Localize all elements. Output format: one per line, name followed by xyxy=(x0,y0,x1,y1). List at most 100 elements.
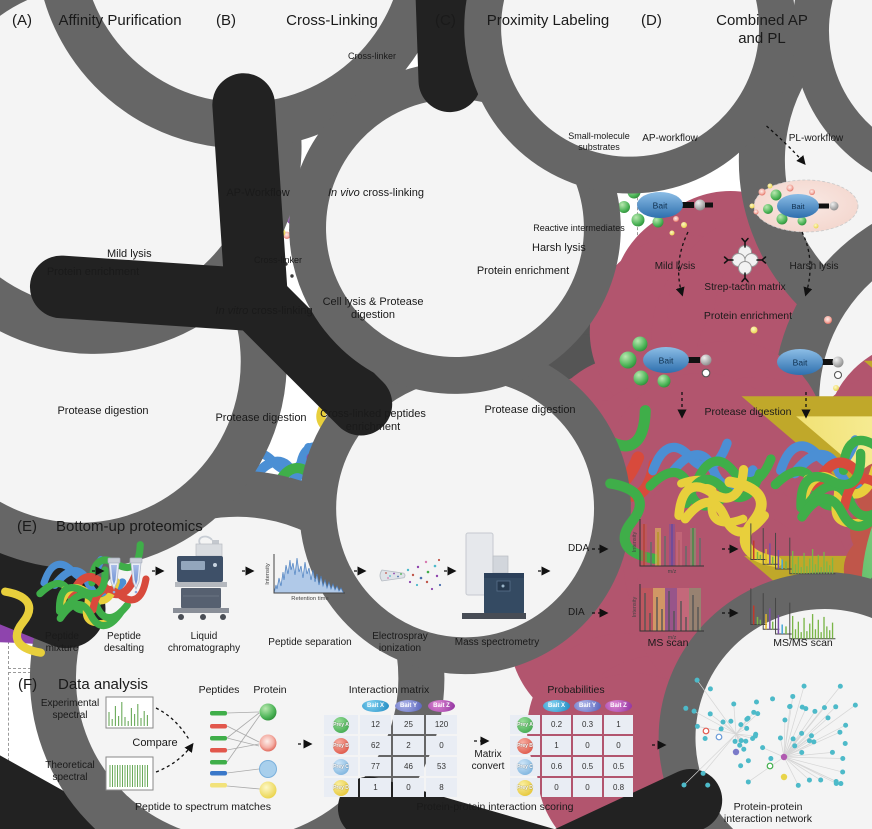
mass-spectrometer xyxy=(462,532,526,619)
ms-scan-label: MS scan xyxy=(647,637,689,649)
desalting-tips xyxy=(107,557,143,594)
probabilities-title: Probabilities xyxy=(547,684,605,696)
matrix-cell: 62 xyxy=(360,736,391,755)
matrix-cell: 12 xyxy=(360,715,391,734)
dda-y-label: Intensity xyxy=(632,532,638,553)
bait-x-header: Bait X xyxy=(362,699,389,712)
panel-d-tag: (D) xyxy=(641,12,662,29)
bait-x-header: Bait X xyxy=(543,699,570,712)
dda-ms-scan: Intensity m/z xyxy=(632,519,704,575)
prob-cell: 0.8 xyxy=(604,778,633,797)
probabilities-table: Bait X Bait Y Bait Z Prey A 0.2 0.3 1 Pr… xyxy=(510,698,633,797)
protease-digestion-label-a: Protease digestion xyxy=(57,405,149,417)
protein-enrichment-label-d: Protein enrichment xyxy=(703,310,793,322)
bait-label: Bait xyxy=(653,201,668,211)
panel-d-title: Combined AP and PL xyxy=(716,12,808,47)
interaction-matrix-table: Bait X Bait Y Bait Z Prey A 12 25 120 Pr… xyxy=(324,698,457,797)
chromatogram: Intensity Retention time xyxy=(265,554,345,602)
panel-f-art xyxy=(105,677,858,799)
prob-cell: 0.5 xyxy=(604,757,633,776)
mild-lysis-label-a: Mild lysis xyxy=(107,248,152,260)
compare-label: Compare xyxy=(132,737,178,749)
bait-z-header: Bait Z xyxy=(605,699,632,712)
prey-b-label: Prey B xyxy=(333,737,349,754)
protein-enrichment-label-c: Protein enrichment xyxy=(476,265,570,277)
protein-column-label: Protein xyxy=(253,684,287,696)
panel-d-art: MAC Bait xyxy=(47,0,872,829)
matrix-cell: 1 xyxy=(360,778,391,797)
panel-b-tag: (B) xyxy=(216,12,236,29)
matrix-cell: 46 xyxy=(393,757,424,776)
matrix-cell: 8 xyxy=(426,778,457,797)
panel-f-tag: (F) xyxy=(18,676,38,693)
bait-z-header: Bait Z xyxy=(428,699,455,712)
experimental-spectral-label: Experimental spectral xyxy=(40,698,100,721)
matrix-cell: 2 xyxy=(393,736,424,755)
dia-x-label: m/z xyxy=(668,635,677,641)
prey-a-label: Prey A xyxy=(517,716,533,733)
in-vitro-rest: cross-linking xyxy=(251,305,313,317)
mild-lysis-label-d: Mild lysis xyxy=(654,261,696,272)
prey-d-label: Prey D xyxy=(333,779,349,796)
xl-peptides-enrichment-label: Cross-linked peptides enrichment xyxy=(320,408,426,433)
matrix-cell: 120 xyxy=(426,715,457,734)
bait-label: Bait xyxy=(659,356,674,366)
prob-cell: 0 xyxy=(542,778,571,797)
panel-e-title: Bottom-up proteomics xyxy=(56,518,203,535)
prob-cell: 1 xyxy=(604,715,633,734)
prob-cell: 0.5 xyxy=(573,757,602,776)
ap-workflow-label-b: AP-Workflow xyxy=(226,187,290,199)
prey-c-label: Prey C xyxy=(517,758,533,775)
peptides-column-label: Peptides xyxy=(198,684,240,696)
protease-digestion-label-c: Protease digestion xyxy=(484,404,576,416)
small-molecule-label: Small-molecule substrates xyxy=(568,131,630,152)
chromatogram-x-label: Retention time xyxy=(291,596,328,602)
scoring-caption: Protein-protein interaction scoring xyxy=(416,801,574,813)
pl-workflow-label-d: PL-workflow xyxy=(788,133,844,144)
cross-linker-label-top: Cross-linker xyxy=(347,51,397,61)
matrix-cell: 77 xyxy=(360,757,391,776)
matrix-cell: 0 xyxy=(393,778,424,797)
in-vivo-rest: cross-linking xyxy=(362,187,424,199)
prob-cell: 0.6 xyxy=(542,757,571,776)
in-vitro-italic: In vitro xyxy=(215,305,252,317)
protease-digestion-label-b: Protease digestion xyxy=(215,412,307,424)
theoretical-spectral-label: Theoretical spectral xyxy=(45,760,95,783)
prob-cell: 0 xyxy=(573,778,602,797)
electrospray xyxy=(379,558,442,591)
peptide-mixture-label: Peptide mixture xyxy=(45,631,79,654)
mass-spectrometry-label: Mass spectrometry xyxy=(454,637,540,648)
interaction-matrix-title: Interaction matrix xyxy=(348,684,430,696)
strep-tactin-label: Strep-tactin matrix xyxy=(704,282,786,293)
prey-a-label: Prey A xyxy=(333,716,349,733)
ap-workflow-label-d: AP-workflow xyxy=(642,133,698,144)
msms-scan-label: MS/MS scan xyxy=(773,637,833,649)
liquid-chromatography-label: Liquid chromatography xyxy=(167,631,241,654)
in-vitro-crosslinking-label: In vitro cross-linking xyxy=(215,305,312,318)
matrix-cell: 53 xyxy=(426,757,457,776)
psm-caption: Peptide to spectrum matches xyxy=(135,801,271,813)
dda-x-label: m/z xyxy=(668,569,677,575)
panel-e-tag: (E) xyxy=(17,518,37,535)
panel-c-tag: (C) xyxy=(435,12,456,29)
dia-ms-scan: Intensity m/z xyxy=(632,584,704,641)
experimental-spectrum xyxy=(105,696,154,729)
electrospray-label: Electrospray ionization xyxy=(372,631,428,654)
psm-mapping xyxy=(210,703,277,799)
chromatogram-y-label: Intensity xyxy=(265,563,271,585)
harsh-lysis-label-c: Harsh lysis xyxy=(532,242,586,254)
dia-y-label: Intensity xyxy=(632,597,638,618)
panel-f-title: Data analysis xyxy=(58,676,149,693)
panel-c-title: Proximity Labeling xyxy=(486,12,610,29)
matrix-cell: 0 xyxy=(426,736,457,755)
pl-complex: Bait xyxy=(749,183,839,229)
prey-d-label: Prey D xyxy=(517,779,533,796)
prob-cell: 0.2 xyxy=(542,715,571,734)
reactive-intermediates-label: Reactive intermediates xyxy=(533,223,625,233)
bait-label: Bait xyxy=(793,358,808,368)
prob-cell: 0 xyxy=(573,736,602,755)
prey-c-label: Prey C xyxy=(333,758,349,775)
harsh-lysis-label-d: Harsh lysis xyxy=(789,261,839,272)
